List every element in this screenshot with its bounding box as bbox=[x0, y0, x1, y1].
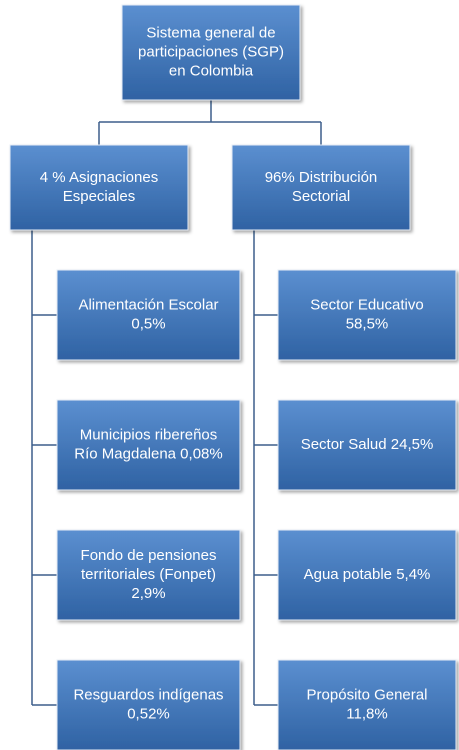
node-label: Sistema general de bbox=[146, 24, 275, 41]
node-label: Especiales bbox=[63, 188, 136, 205]
node-box bbox=[121, 4, 301, 101]
node-label: Fondo de pensiones bbox=[81, 547, 217, 564]
node-label: Sectorial bbox=[292, 188, 350, 205]
node-label: territoriales (Fonpet) bbox=[81, 566, 216, 583]
node-label: Sector Educativo bbox=[310, 296, 423, 313]
node-box bbox=[277, 269, 457, 361]
node-label: 2,9% bbox=[131, 585, 165, 602]
node-label: Propósito General bbox=[307, 686, 428, 703]
node-label: 58,5% bbox=[346, 315, 389, 332]
node-box bbox=[56, 399, 241, 491]
node-box bbox=[277, 659, 457, 750]
node-box bbox=[56, 659, 241, 750]
node-label: Río Magdalena 0,08% bbox=[74, 445, 222, 462]
node-label: 0,52% bbox=[127, 705, 170, 722]
node-label: Sector Salud 24,5% bbox=[301, 436, 434, 453]
node-label: en Colombia bbox=[169, 62, 254, 79]
node-label: 11,8% bbox=[346, 705, 387, 722]
node-box bbox=[56, 529, 241, 621]
node-label: 96% Distribución bbox=[265, 169, 378, 186]
node-label: Resguardos indígenas bbox=[73, 686, 223, 703]
node-label: Alimentación Escolar bbox=[78, 296, 218, 313]
node-label: Agua potable 5,4% bbox=[304, 566, 431, 583]
node-label: 0,5% bbox=[131, 315, 165, 332]
node-label: participaciones (SGP) bbox=[138, 43, 284, 60]
node-box bbox=[277, 399, 457, 491]
node-label: Municipios ribereños bbox=[80, 426, 218, 443]
node-box bbox=[231, 144, 411, 231]
node-box bbox=[9, 144, 189, 231]
node-box bbox=[56, 269, 241, 361]
node-box bbox=[277, 529, 457, 621]
connector bbox=[98, 100, 322, 145]
node-label: 4 % Asignaciones bbox=[40, 169, 158, 186]
